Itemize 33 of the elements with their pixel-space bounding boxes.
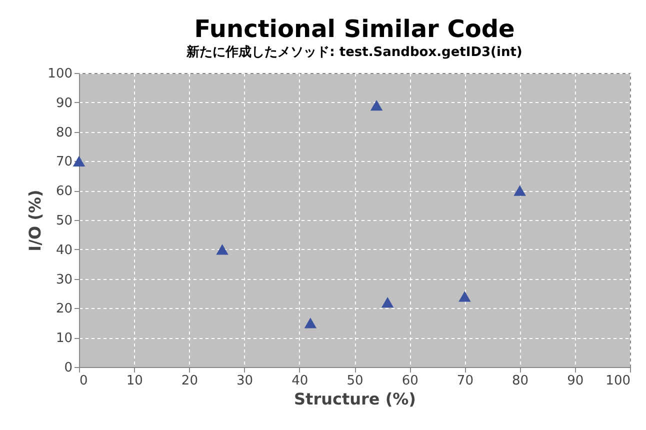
x-tick-label: 90 bbox=[567, 374, 584, 388]
x-tick-label: 100 bbox=[606, 374, 630, 388]
y-tick-label: 40 bbox=[56, 242, 72, 258]
x-tick-label: 20 bbox=[181, 374, 198, 388]
x-tick-label: 80 bbox=[512, 374, 529, 388]
chart-subtitle: 新たに作成したメソッド: test.Sandbox.getID3(int) bbox=[186, 44, 522, 60]
y-tick-label: 100 bbox=[48, 66, 72, 82]
y-tick-label: 30 bbox=[56, 272, 72, 288]
y-tick-label: 80 bbox=[56, 125, 72, 140]
y-tick-label: 90 bbox=[56, 96, 72, 111]
point bbox=[381, 297, 394, 308]
x-axis-title: Structure (%) bbox=[294, 390, 416, 408]
x-tick-label: 50 bbox=[346, 374, 364, 388]
point bbox=[304, 318, 317, 328]
y-tick-label: 50 bbox=[56, 214, 72, 228]
x-tick-label: 40 bbox=[292, 374, 308, 388]
y-axis-title: I/O (%) bbox=[26, 190, 45, 252]
y-tick-label: 20 bbox=[56, 302, 72, 317]
x-tick-label: 10 bbox=[126, 374, 143, 388]
y-tick-label: 10 bbox=[56, 331, 72, 346]
y-tick-label: 60 bbox=[56, 184, 72, 200]
x-tick-label: 30 bbox=[236, 374, 254, 388]
point bbox=[72, 156, 86, 167]
x-tick-label: 70 bbox=[456, 374, 474, 388]
point bbox=[216, 244, 228, 255]
x-tick-label: 0 bbox=[80, 374, 88, 388]
x-tick-label: 60 bbox=[402, 374, 418, 388]
point bbox=[458, 291, 471, 302]
y-tick-label: 0 bbox=[64, 360, 72, 376]
y-tick-label: 70 bbox=[56, 154, 72, 170]
point bbox=[370, 100, 383, 111]
point bbox=[514, 185, 526, 196]
chart-title: Functional Similar Code bbox=[194, 15, 515, 43]
